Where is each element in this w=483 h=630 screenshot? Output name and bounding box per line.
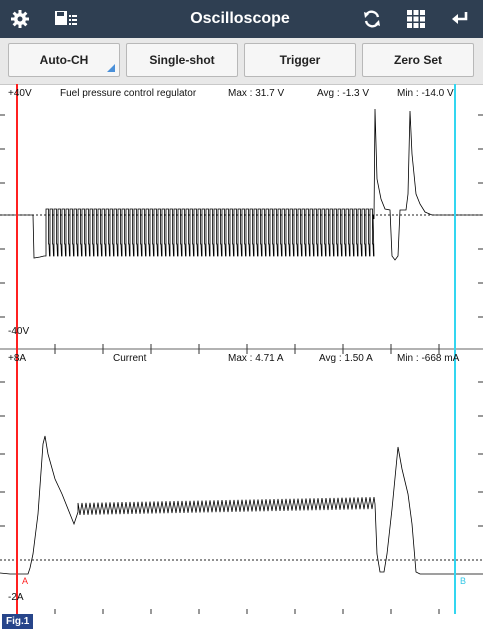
grid-icon[interactable] [396, 0, 436, 38]
auto-ch-label: Auto-CH [39, 53, 89, 67]
control-button-row: Auto-CH Single-shot Trigger Zero Set [0, 38, 483, 85]
ch2-name: Current [113, 353, 147, 364]
zero-set-button[interactable]: Zero Set [362, 43, 474, 77]
ch1-waveform [0, 108, 483, 261]
app-title: Oscilloscope [190, 10, 290, 27]
top-toolbar: Oscilloscope [0, 0, 483, 38]
ch1-avg-value: Avg : -1.3 V [317, 88, 370, 99]
ch2-min-value: Min : -668 mA [397, 353, 460, 364]
single-shot-button[interactable]: Single-shot [126, 43, 238, 77]
ch2-avg-value: Avg : 1.50 A [319, 353, 373, 364]
oscilloscope-display: +40V Fuel pressure control regulator Max… [0, 84, 483, 614]
ch2-min-scale: -2A [8, 592, 24, 603]
trigger-button[interactable]: Trigger [244, 43, 356, 77]
ch2-waveform [0, 435, 483, 575]
figure-label: Fig.1 [2, 614, 34, 629]
ch1-max-scale: +40V [8, 88, 32, 99]
gear-icon[interactable] [0, 0, 40, 38]
cursor-a-label: A [22, 576, 29, 586]
dropdown-corner-icon [107, 64, 115, 72]
save-list-icon[interactable] [46, 0, 86, 38]
ch2-max-value: Max : 4.71 A [228, 353, 284, 364]
ch1-min-scale: -40V [8, 326, 30, 337]
ch1-min-value: Min : -14.0 V [397, 88, 454, 99]
auto-ch-button[interactable]: Auto-CH [8, 43, 120, 77]
back-arrow-icon[interactable] [440, 0, 480, 38]
ch1-max-value: Max : 31.7 V [228, 88, 285, 99]
ch1-name: Fuel pressure control regulator [60, 88, 197, 99]
grid-ticks [0, 114, 483, 614]
refresh-icon[interactable] [352, 0, 392, 38]
ch2-max-scale: +8A [8, 353, 27, 364]
cursor-b-label: B [460, 576, 467, 586]
